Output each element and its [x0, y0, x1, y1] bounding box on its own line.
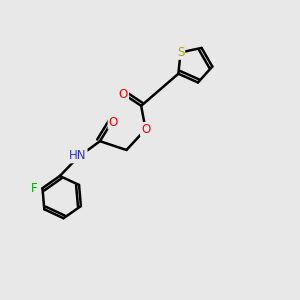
Text: O: O — [109, 116, 118, 128]
Text: O: O — [119, 88, 128, 100]
Text: F: F — [31, 182, 38, 195]
Text: HN: HN — [69, 149, 87, 162]
Text: O: O — [141, 123, 150, 136]
Text: S: S — [177, 46, 184, 59]
